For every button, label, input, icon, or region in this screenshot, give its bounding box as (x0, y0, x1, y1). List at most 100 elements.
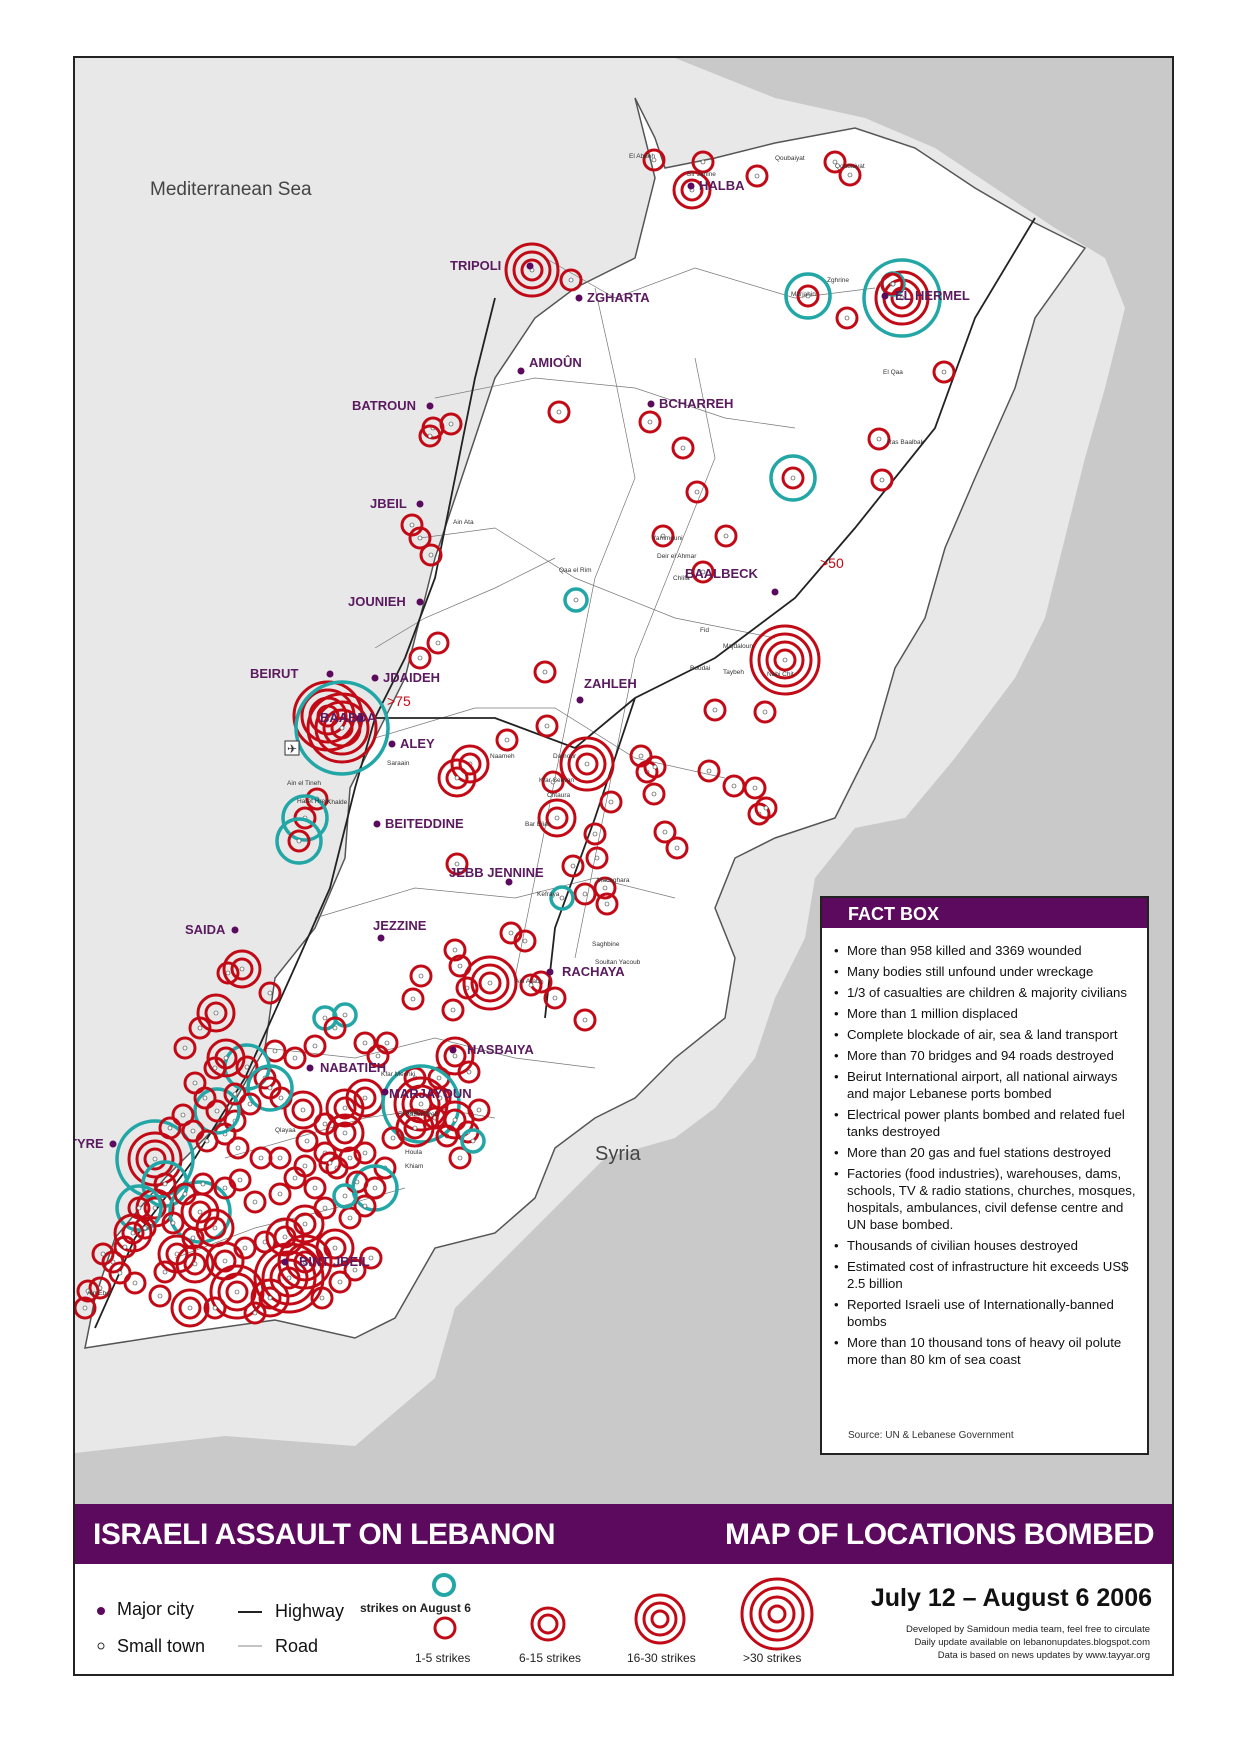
strike-marker (714, 524, 738, 548)
strike-marker (325, 1088, 365, 1128)
town-label: Damour (553, 753, 577, 760)
strike-marker (691, 560, 715, 584)
today-symbol (432, 1573, 456, 1597)
major-city-label: BAABDA (320, 710, 377, 725)
major-city-dot (381, 1088, 389, 1096)
major-city-label: BINT JBEIL (299, 1254, 370, 1269)
strike-marker (665, 836, 689, 860)
major-city-label: BATROUN (352, 398, 416, 413)
strike-marker (216, 961, 240, 985)
strike-marker (559, 268, 583, 292)
major-city-symbol (97, 1607, 105, 1615)
city-labels: TRIPOLI ZGHARTA HALBA EL HERMEL AMIOÛN BCHARR… (75, 178, 970, 1269)
fact-item: Electrical power plants bombed and relat… (832, 1106, 1139, 1140)
airport-icon: ✈ (284, 740, 300, 756)
fact-item: More than 958 killed and 3369 wounded (832, 942, 1139, 959)
strike-marker (685, 480, 709, 504)
lebanon-territory (84, 97, 1087, 1349)
strike-marker (467, 1098, 491, 1122)
strike-marker (443, 938, 467, 962)
strike-marker (243, 1301, 267, 1325)
strike-marker (295, 1129, 319, 1153)
strike-marker (448, 954, 472, 978)
strike-marker (268, 1182, 292, 1206)
town-labels: El Abdeh Qoubaiyat Bir Janine Qoubaiyat Marj… (87, 153, 925, 1297)
strike-marker (113, 1235, 137, 1259)
strike-marker (153, 1260, 177, 1284)
town-label: Qlayaa (275, 1127, 296, 1134)
strike-marker (460, 1128, 486, 1154)
strike-marker (504, 242, 560, 298)
fact-box-title: FACT BOX (822, 898, 1147, 928)
strike-marker (193, 1086, 217, 1110)
strike-marker (343, 1258, 367, 1282)
strike-marker (870, 468, 894, 492)
major-city-dot (426, 402, 434, 410)
major-city-label: JEZZINE (373, 918, 427, 933)
svg-text:✈: ✈ (287, 742, 297, 756)
strike-marker (285, 1204, 325, 1244)
major-city-dot (416, 500, 424, 508)
major-city-label: BCHARREH (659, 396, 733, 411)
strike-marker (303, 1034, 327, 1058)
strike-marker (784, 272, 832, 320)
credit-line-2: Daily update available on lebanonupdates… (914, 1637, 1150, 1648)
strike-marker (573, 882, 597, 906)
town-label: Nabi Chit (767, 671, 794, 678)
credit-line-1: Developed by Samidoun media team, feel f… (906, 1624, 1150, 1635)
town-label: Bir Janine (687, 171, 716, 178)
fact-list: More than 958 killed and 3369 wounded Man… (822, 942, 1147, 1368)
legend-highway: Highway (275, 1601, 345, 1621)
major-city-label: ZAHLEH (584, 676, 637, 691)
strike-marker (445, 852, 469, 876)
strike-marker (599, 790, 623, 814)
strike-marker (213, 1176, 237, 1200)
major-city-dot (326, 670, 334, 678)
major-city-dot (306, 1064, 314, 1072)
strike-symbol-4 (740, 1577, 814, 1651)
strike-marker (835, 306, 859, 330)
legend-30-plus: >30 strikes (743, 1651, 802, 1665)
strike-marker (310, 1286, 334, 1310)
strike-marker (426, 631, 450, 655)
beirut-annotation: >75 (387, 693, 411, 709)
major-city-label: TRIPOLI (450, 258, 501, 273)
town-label: Khiam (405, 1163, 423, 1170)
strike-marker (691, 150, 715, 174)
strike-marker (441, 998, 465, 1022)
fact-item: 1/3 of casualties are children & majorit… (832, 984, 1139, 1001)
major-city-label: JBEIL (370, 496, 407, 511)
strike-marker (643, 755, 667, 779)
strike-marker (209, 1264, 265, 1320)
town-label: Boudai (690, 665, 710, 672)
major-city-label: EL HERMEL (895, 288, 970, 303)
fact-item: Thousands of civilian houses destroyed (832, 1237, 1139, 1254)
strike-marker (769, 454, 817, 502)
strike-marker (173, 1182, 197, 1206)
strike-symbol-3 (634, 1593, 686, 1645)
strike-marker (161, 1211, 185, 1235)
strike-marker (495, 728, 519, 752)
strike-marker (638, 410, 662, 434)
strike-marker (313, 1196, 337, 1220)
town-label: El Qaa (883, 369, 903, 376)
strike-symbol-1 (433, 1616, 457, 1640)
strike-marker (76, 1279, 100, 1303)
strike-marker (338, 1146, 362, 1170)
strike-marker (573, 1008, 597, 1032)
major-city-label: JDAIDEH (383, 670, 440, 685)
title-bar: ISRAELI ASSAULT ON LEBANON MAP OF LOCATI… (75, 1504, 1172, 1564)
legend-symbols (97, 1573, 814, 1651)
strike-marker (283, 1166, 307, 1190)
strike-marker (867, 427, 891, 451)
major-city-dot (687, 182, 695, 190)
town-label: Taybeh (723, 669, 744, 676)
strike-marker (408, 526, 432, 550)
town-label: Soultan Yacoub (595, 959, 641, 966)
major-city-label: ALEY (400, 736, 435, 751)
baalbeck-annotation: >50 (820, 555, 844, 571)
poster: Mediterranean Sea Syria TRIPOLI ZGHARTA HA… (73, 56, 1174, 1676)
fact-item: Reported Israeli use of Internationally-… (832, 1296, 1139, 1330)
strike-marker (743, 776, 767, 800)
strike-marker (745, 164, 769, 188)
